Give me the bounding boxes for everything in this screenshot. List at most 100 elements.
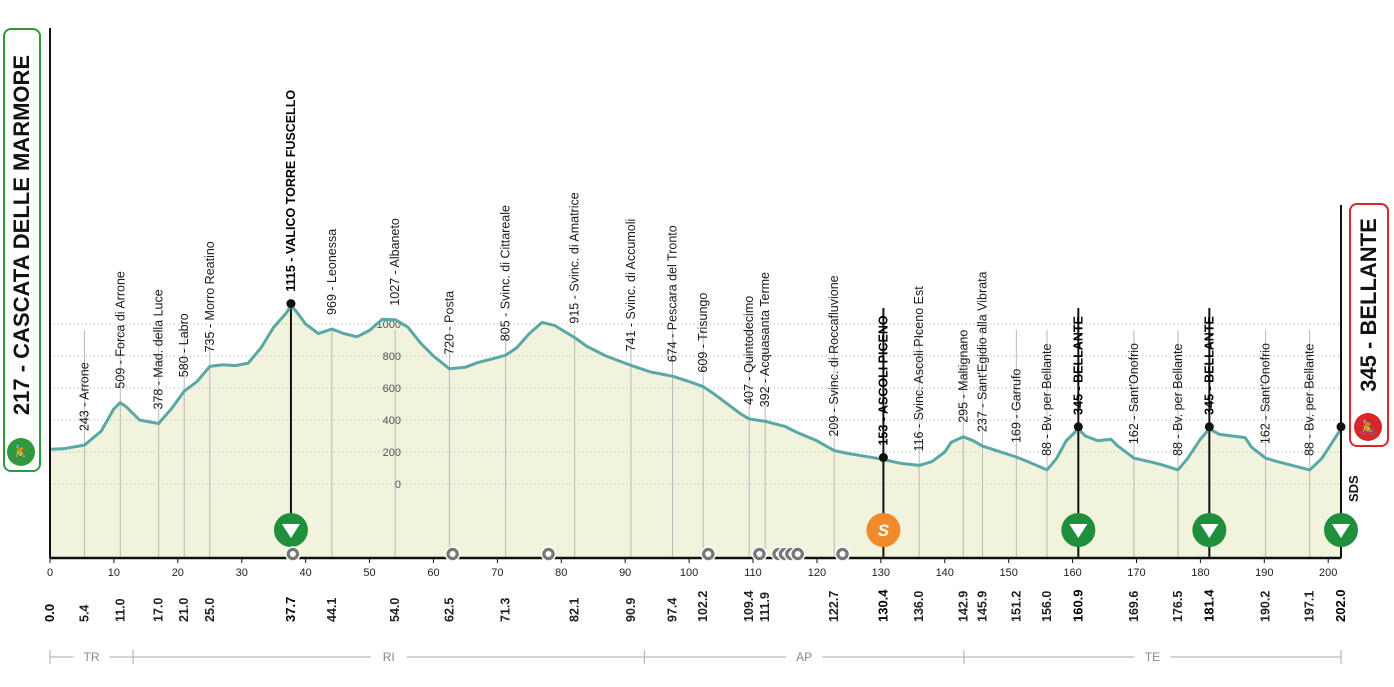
km-tick-label: 180 xyxy=(1191,567,1209,579)
waypoint-km: 169.6 xyxy=(1127,591,1141,622)
start-label: 217 - CASCATA DELLE MARMORE xyxy=(9,54,34,416)
waypoint-km: 21.0 xyxy=(177,598,191,622)
waypoint-km: 130.4 xyxy=(875,589,890,622)
tunnel-icon-hole xyxy=(839,551,846,557)
tunnel-icon-hole xyxy=(545,551,552,557)
waypoint-km: 151.2 xyxy=(1009,591,1023,622)
waypoint-km: 97.4 xyxy=(665,598,679,622)
waypoint-km: 62.5 xyxy=(442,598,456,622)
waypoint-label: 378 - Mad. della Luce xyxy=(152,289,166,409)
waypoint-km: 160.9 xyxy=(1070,589,1085,622)
waypoint-km: 190.2 xyxy=(1259,591,1273,622)
waypoint-label: 295 - Maltignano xyxy=(956,330,970,423)
region-label: AP xyxy=(796,650,812,664)
km-tick-label: 60 xyxy=(427,567,439,579)
kom-triangle xyxy=(281,524,300,538)
waypoint-dot xyxy=(878,453,888,463)
sprint-letter: S xyxy=(878,521,890,540)
region-label-bg xyxy=(1134,648,1171,666)
waypoint-label: 209 - Svinc. di Roccafluvione xyxy=(827,275,841,436)
waypoint-km: 17.0 xyxy=(152,598,166,622)
waypoint-label: 969 - Leonessa xyxy=(325,229,339,315)
waypoint-label: 580 - Labro xyxy=(177,313,191,377)
waypoint-km: 54.0 xyxy=(388,598,402,622)
tunnel-icon-hole xyxy=(794,551,801,557)
sprint-icon xyxy=(866,513,901,547)
waypoint-label: 805 - Svinc. di Cittareale xyxy=(499,205,513,341)
cyclist-icon: 🚴 xyxy=(1354,413,1382,441)
finish-label: 345 - BELLANTE xyxy=(1356,218,1381,392)
waypoint-label: 237 - Sant'Egidio alla Vibrata xyxy=(975,271,989,432)
waypoint-dot xyxy=(1204,422,1214,432)
waypoint-km: 25.0 xyxy=(203,598,217,622)
region-label: RI xyxy=(383,650,395,664)
waypoint-km: 71.3 xyxy=(499,598,513,622)
finish-km: 202.0 xyxy=(1333,589,1348,622)
km-tick-label: 80 xyxy=(555,567,567,579)
waypoint-label: 162 - Sant'Onofrio xyxy=(1127,343,1141,444)
elevation-tick-label: 0 xyxy=(395,479,401,491)
start-km: 0.0 xyxy=(42,604,57,622)
waypoint-label: 88 - Bv. per Bellante xyxy=(1303,344,1317,456)
region-label-bg xyxy=(786,648,823,666)
km-tick-label: 40 xyxy=(300,567,312,579)
elevation-tick-label: 200 xyxy=(383,447,401,459)
waypoint-km: 156.0 xyxy=(1040,591,1054,622)
km-tick-label: 100 xyxy=(680,567,698,579)
km-tick-label: 140 xyxy=(936,567,954,579)
waypoint-label: 392 - Acquasanta Terme xyxy=(758,272,772,407)
elevation-tick-label: 800 xyxy=(383,351,401,363)
km-tick-label: 30 xyxy=(236,567,248,579)
waypoint-label: 915 - Svinc. di Amatrice xyxy=(568,192,582,323)
region-label-bg xyxy=(370,648,407,666)
profile-area xyxy=(50,305,1341,558)
waypoint-km: 197.1 xyxy=(1303,591,1317,622)
waypoint-label: 345 - BELLANTE xyxy=(1071,316,1085,415)
waypoint-km: 181.4 xyxy=(1201,589,1216,622)
waypoint-label: 509 - Forca di Arrone xyxy=(113,271,127,388)
waypoint-label: 1115 - VALICO TORRE FUSCELLO xyxy=(284,90,298,292)
tunnel-icon-hole xyxy=(449,551,456,557)
tunnel-icon-hole xyxy=(705,551,712,557)
waypoint-label: 407 - Quintodecimo xyxy=(742,296,756,405)
waypoint-dot xyxy=(1073,422,1083,432)
waypoint-km: 136.0 xyxy=(912,591,926,622)
sponsor-logo: SDS xyxy=(1346,475,1361,502)
region-label-bg xyxy=(73,648,110,666)
km-tick-label: 170 xyxy=(1127,567,1145,579)
waypoint-km: 90.9 xyxy=(624,598,638,622)
waypoint-km: 176.5 xyxy=(1171,591,1185,622)
waypoint-label: 674 - Pescara del Tronto xyxy=(665,225,679,362)
waypoint-label: 609 - Trisungo xyxy=(696,293,710,373)
km-tick-label: 0 xyxy=(47,567,53,579)
km-tick-label: 10 xyxy=(108,567,120,579)
profile-line xyxy=(49,304,1343,472)
kom-triangle xyxy=(1332,524,1350,538)
km-tick-label: 130 xyxy=(872,567,890,579)
km-tick-label: 90 xyxy=(619,567,631,579)
waypoint-label: 243 - Arrone xyxy=(78,362,92,431)
km-tick-label: 70 xyxy=(491,567,503,579)
start-badge: 217 - CASCATA DELLE MARMORE 🚴 xyxy=(3,28,41,472)
km-tick-label: 50 xyxy=(363,567,375,579)
km-tick-label: 110 xyxy=(744,567,762,579)
km-tick-label: 160 xyxy=(1063,567,1081,579)
km-tick-label: 200 xyxy=(1319,567,1337,579)
waypoint-km: 122.7 xyxy=(827,591,841,622)
waypoint-label: 116 - Svinc. Ascoli PIceno Est xyxy=(912,286,926,452)
kom-triangle xyxy=(1069,524,1088,538)
waypoint-label: 153 - ASCOLI PICENO xyxy=(876,315,890,445)
kom-triangle xyxy=(1200,524,1219,538)
km-tick-label: 150 xyxy=(999,567,1017,579)
waypoint-km: 11.0 xyxy=(113,598,127,622)
region-label: TR xyxy=(84,650,100,664)
waypoint-km: 5.4 xyxy=(78,605,92,622)
tunnel-icon-hole xyxy=(756,551,763,557)
waypoint-label: 88 - Bv. per Bellante xyxy=(1040,344,1054,456)
cyclist-icon: 🚴 xyxy=(7,438,35,466)
elevation-tick-label: 400 xyxy=(383,415,401,427)
waypoint-km: 145.9 xyxy=(975,591,989,622)
km-tick-label: 190 xyxy=(1255,567,1273,579)
